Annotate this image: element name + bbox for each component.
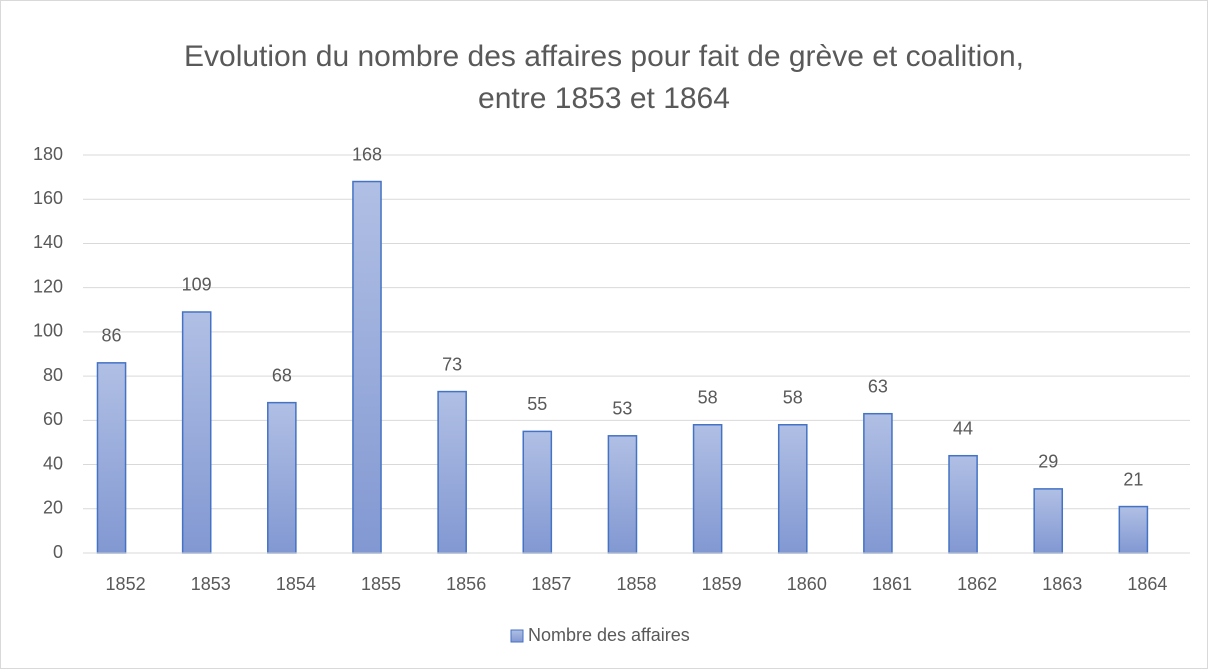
data-label: 58 [783, 388, 803, 408]
bar [863, 412, 893, 554]
x-tick-label: 1861 [872, 574, 912, 594]
bar [352, 180, 382, 554]
x-tick-label: 1864 [1127, 574, 1167, 594]
data-label: 73 [442, 354, 462, 374]
data-label: 29 [1038, 452, 1058, 472]
bar [181, 311, 212, 554]
bar [777, 424, 808, 554]
data-label: 168 [352, 144, 382, 164]
x-tick-label: 1856 [446, 574, 486, 594]
y-tick-label: 180 [33, 144, 63, 164]
x-tick-label: 1863 [1042, 574, 1082, 594]
x-tick-label: 1860 [787, 574, 827, 594]
x-tick-label: 1852 [106, 574, 146, 594]
legend-swatch [510, 629, 524, 643]
legend-label: Nombre des affaires [528, 625, 690, 645]
data-label: 53 [612, 399, 632, 419]
data-label: 44 [953, 418, 973, 438]
bar [607, 435, 638, 554]
bar [522, 430, 553, 554]
y-tick-label: 120 [33, 276, 63, 296]
chart-title: Evolution du nombre des affaires pour fa… [184, 40, 1024, 115]
data-label: 63 [868, 376, 888, 396]
y-tick-label: 0 [53, 542, 63, 562]
bar [267, 401, 297, 554]
y-tick-label: 60 [43, 409, 63, 429]
y-tick-label: 20 [43, 498, 63, 518]
bar [692, 424, 723, 554]
y-tick-label: 160 [33, 188, 63, 208]
y-tick-label: 140 [33, 232, 63, 252]
data-label: 58 [698, 388, 718, 408]
data-label: 68 [272, 365, 292, 385]
bar [437, 390, 467, 554]
x-tick-label: 1862 [957, 574, 997, 594]
y-tick-label: 40 [43, 453, 63, 473]
data-label: 55 [527, 394, 547, 414]
bar [1118, 505, 1149, 554]
x-tick-label: 1854 [276, 574, 316, 594]
y-tick-label: 100 [33, 321, 63, 341]
data-label: 21 [1123, 469, 1143, 489]
x-tick-label: 1853 [191, 574, 231, 594]
data-label: 109 [182, 275, 212, 295]
bar [96, 362, 127, 554]
x-tick-label: 1859 [702, 574, 742, 594]
bar [948, 454, 978, 554]
x-tick-label: 1858 [616, 574, 656, 594]
data-label: 86 [102, 326, 122, 346]
x-tick-label: 1857 [531, 574, 571, 594]
bar [1033, 488, 1064, 554]
y-tick-label: 80 [43, 365, 63, 385]
x-tick-label: 1855 [361, 574, 401, 594]
